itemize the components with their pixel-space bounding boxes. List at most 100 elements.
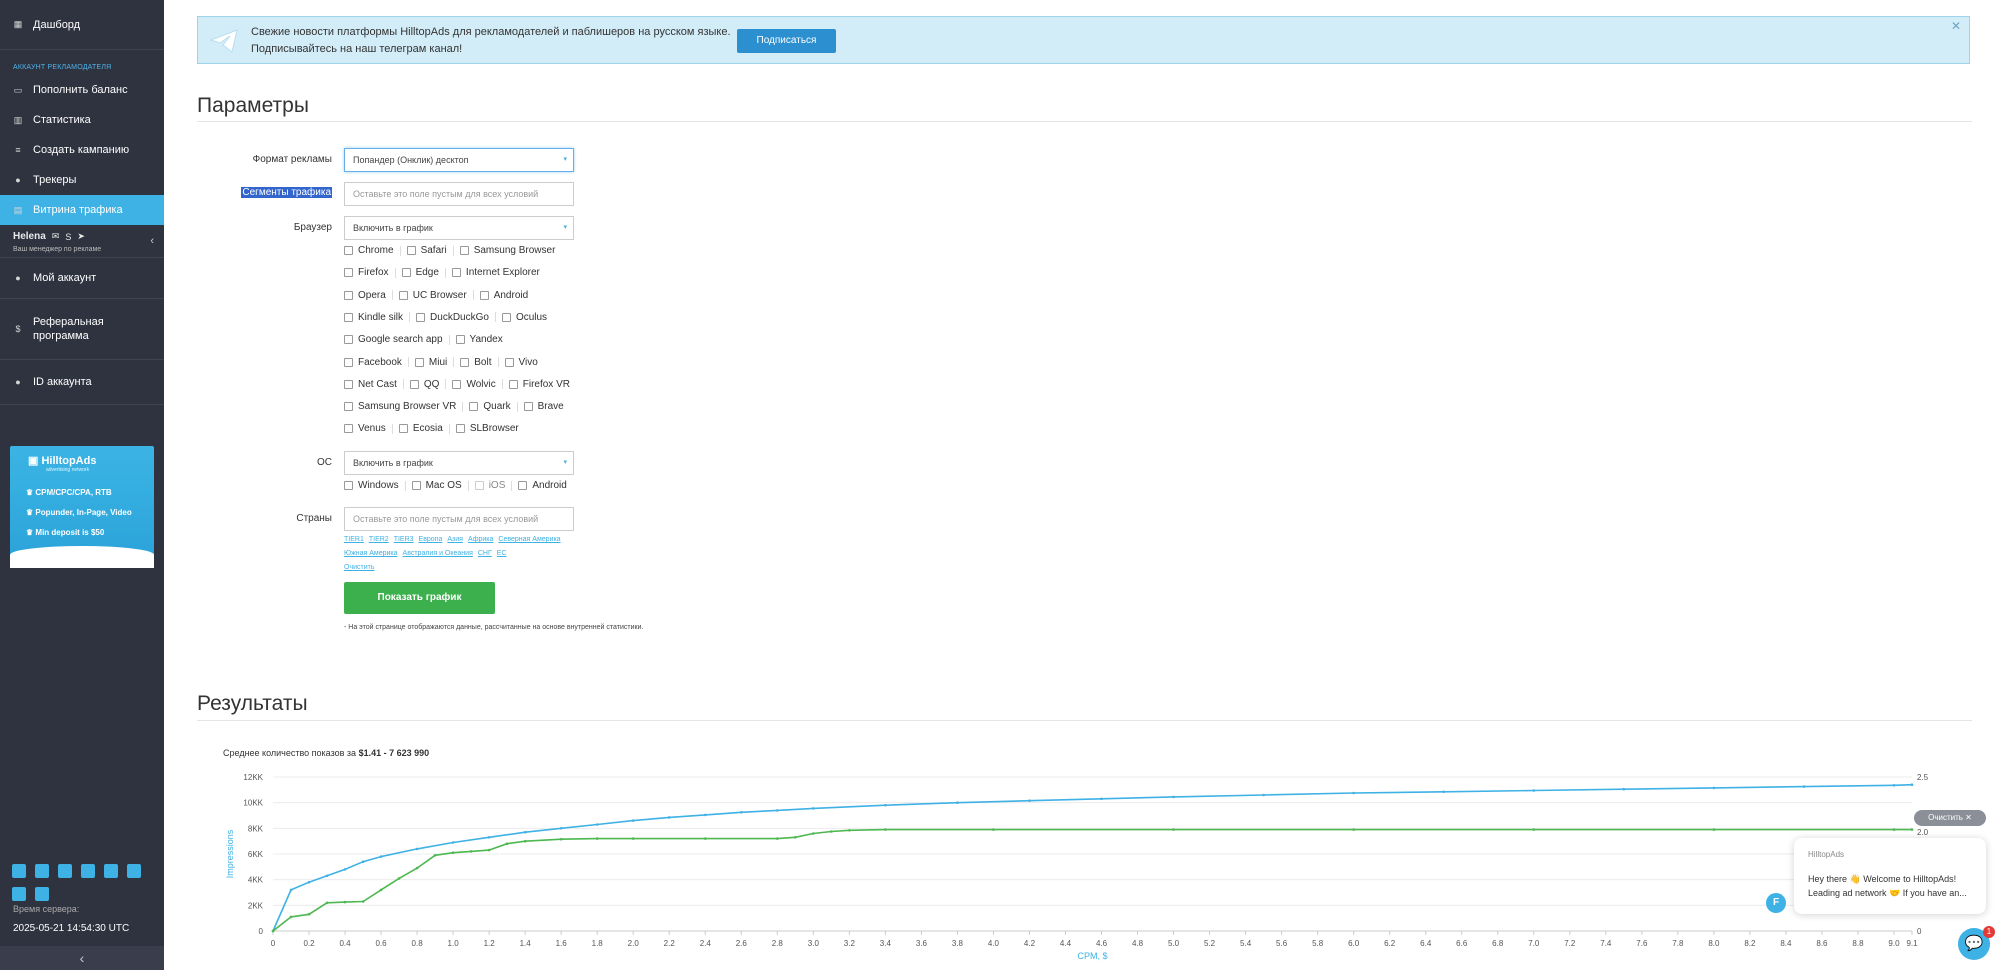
sidebar-item-referral[interactable]: $ Реферальная программа <box>0 299 164 359</box>
sidebar-item-trackers[interactable]: ● Трекеры <box>0 165 164 195</box>
browser-checkbox[interactable]: Oculus <box>501 312 547 323</box>
show-chart-button[interactable]: Показать график <box>344 582 495 614</box>
checkbox-box[interactable] <box>459 246 469 255</box>
os-checkbox[interactable]: Mac OS <box>411 480 462 491</box>
instagram-icon[interactable] <box>58 864 72 878</box>
browser-checkbox[interactable]: SLBrowser <box>455 423 519 434</box>
browser-checkbox[interactable]: Edge <box>401 267 439 278</box>
browser-checkbox[interactable]: Firefox <box>344 267 389 278</box>
browser-checkbox[interactable]: Ecosia <box>398 423 443 434</box>
promo-banner[interactable]: ▣ HilltopAds advertising network ♛ CPM/C… <box>10 446 154 568</box>
checkbox-box[interactable] <box>501 312 511 322</box>
skype-icon[interactable]: S <box>65 231 72 242</box>
checkbox-box[interactable] <box>504 357 514 367</box>
browser-checkbox[interactable]: Opera <box>344 290 386 301</box>
subscribe-button[interactable]: Подписаться <box>737 29 836 53</box>
browser-checkbox[interactable]: Samsung Browser <box>459 245 555 256</box>
country-link[interactable]: Южная Америка <box>344 550 398 557</box>
browser-select[interactable]: Включить в график ▾ <box>344 216 574 240</box>
checkbox-box[interactable] <box>452 379 462 389</box>
checkbox-box[interactable] <box>344 268 353 278</box>
checkbox-box[interactable] <box>416 312 426 322</box>
browser-checkbox[interactable]: Brave <box>523 401 564 412</box>
checkbox-box[interactable] <box>344 290 353 300</box>
spotify-icon[interactable] <box>35 887 49 901</box>
country-link[interactable]: TIER2 <box>368 536 389 543</box>
tiktok-icon[interactable] <box>12 887 26 901</box>
sidebar-item-topup[interactable]: ▭ Пополнить баланс <box>0 75 164 105</box>
os-select[interactable]: Включить в график ▾ <box>344 451 574 475</box>
telegram-icon[interactable] <box>127 864 141 878</box>
browser-checkbox[interactable]: QQ <box>409 379 439 390</box>
browser-checkbox[interactable]: Wolvic <box>452 379 496 390</box>
checkbox-box[interactable] <box>460 357 470 367</box>
checkbox-box[interactable] <box>508 379 518 389</box>
country-link[interactable]: TIER1 <box>344 536 364 543</box>
browser-checkbox[interactable]: UC Browser <box>398 290 467 301</box>
checkbox-box[interactable] <box>523 402 533 412</box>
country-link[interactable]: Европа <box>418 536 443 543</box>
linkedin-icon[interactable] <box>35 864 49 878</box>
checkbox-box[interactable] <box>398 424 408 434</box>
facebook-icon[interactable] <box>12 864 26 878</box>
country-link[interactable]: ЕС <box>496 550 507 557</box>
browser-checkbox[interactable]: Facebook <box>344 357 402 368</box>
browser-checkbox[interactable]: Yandex <box>455 334 503 345</box>
browser-checkbox[interactable]: Chrome <box>344 245 394 256</box>
telegram-icon[interactable]: ➤ <box>77 231 85 241</box>
browser-checkbox[interactable]: Google search app <box>344 334 443 345</box>
browser-checkbox[interactable]: Net Cast <box>344 379 397 390</box>
checkbox-box[interactable] <box>344 335 353 345</box>
checkbox-box[interactable] <box>455 335 465 345</box>
country-link[interactable]: СНГ <box>477 550 492 557</box>
twitter-icon[interactable] <box>81 864 95 878</box>
sidebar-item-dashboard[interactable]: ▦ Дашборд <box>0 0 164 49</box>
chevron-left-icon[interactable]: ‹ <box>150 235 154 247</box>
browser-checkbox[interactable]: Quark <box>469 401 511 412</box>
checkbox-box[interactable] <box>344 312 353 322</box>
checkbox-box[interactable] <box>344 379 353 389</box>
country-link[interactable]: TIER3 <box>393 536 414 543</box>
browser-checkbox[interactable]: Safari <box>406 245 447 256</box>
chat-clear-button[interactable]: Очистить ✕ <box>1914 810 1986 826</box>
checkbox-box[interactable] <box>406 246 416 255</box>
countries-input[interactable]: Оставьте это поле пустым для всех услови… <box>344 507 574 531</box>
sidebar-item-create-campaign[interactable]: ≡ Создать кампанию <box>0 135 164 165</box>
checkbox-box[interactable] <box>401 268 411 278</box>
checkbox-box[interactable] <box>409 379 419 389</box>
sidebar-item-account-id[interactable]: ● ID аккаунта <box>0 360 164 404</box>
browser-checkbox[interactable]: Android <box>479 290 528 301</box>
checkbox-box[interactable] <box>398 290 408 300</box>
country-link[interactable]: Азия <box>447 536 463 543</box>
browser-checkbox[interactable]: Venus <box>344 423 386 434</box>
checkbox-box[interactable] <box>344 357 353 367</box>
os-checkbox[interactable]: iOS <box>474 480 505 491</box>
country-link[interactable]: Северная Америка <box>498 536 561 543</box>
checkbox-box[interactable] <box>455 424 465 434</box>
browser-checkbox[interactable]: DuckDuckGo <box>416 312 489 323</box>
sidebar-item-statistics[interactable]: ▥ Статистика <box>0 105 164 135</box>
collapse-sidebar-button[interactable]: ‹ <box>0 946 164 970</box>
browser-checkbox[interactable]: Samsung Browser VR <box>344 401 456 412</box>
checkbox-box[interactable] <box>344 424 353 434</box>
browser-checkbox[interactable]: Miui <box>414 357 447 368</box>
browser-checkbox[interactable]: Vivo <box>504 357 538 368</box>
checkbox-box[interactable] <box>344 402 353 412</box>
checkbox-box[interactable] <box>451 268 461 278</box>
browser-checkbox[interactable]: Firefox VR <box>508 379 570 390</box>
browser-checkbox[interactable]: Kindle silk <box>344 312 403 323</box>
segments-input[interactable]: Оставьте это поле пустым для всех услови… <box>344 182 574 206</box>
country-link[interactable]: Африка <box>467 536 494 543</box>
clear-link[interactable]: Очистить <box>344 564 375 571</box>
os-checkbox[interactable]: Windows <box>344 480 399 491</box>
browser-checkbox[interactable]: Bolt <box>460 357 492 368</box>
sidebar-item-my-account[interactable]: ● Мой аккаунт <box>0 258 164 298</box>
country-link[interactable]: Австралия и Океания <box>402 550 473 557</box>
browser-checkbox[interactable]: Internet Explorer <box>451 267 540 278</box>
checkbox-box[interactable] <box>344 246 353 255</box>
sidebar-item-traffic-showcase[interactable]: ▤ Витрина трафика <box>0 195 164 225</box>
os-checkbox[interactable]: Android <box>518 480 567 491</box>
checkbox-box[interactable] <box>414 357 424 367</box>
checkbox-box[interactable] <box>479 290 489 300</box>
close-icon[interactable]: ✕ <box>1950 19 1961 33</box>
